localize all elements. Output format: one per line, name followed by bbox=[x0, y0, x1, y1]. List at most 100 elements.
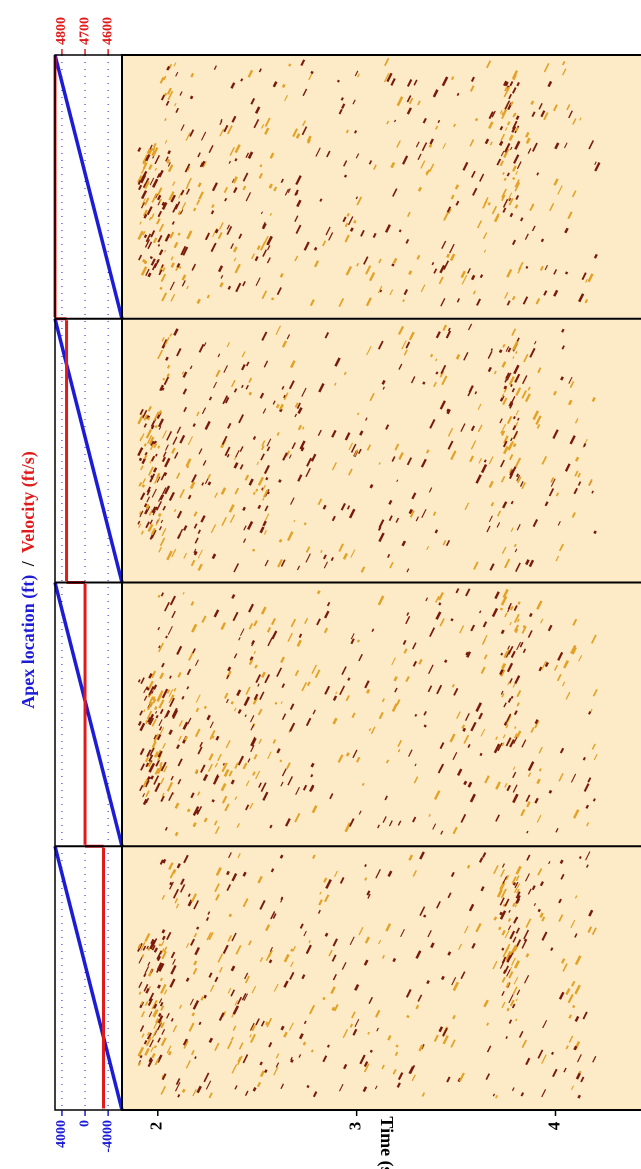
seismic-event bbox=[594, 531, 595, 534]
seismic-event bbox=[260, 165, 261, 167]
seismic-event bbox=[143, 485, 144, 487]
seismic-event bbox=[505, 386, 506, 389]
seismic-event bbox=[159, 1013, 161, 1016]
seismic-event bbox=[312, 1050, 313, 1052]
seismic-event bbox=[407, 1015, 408, 1017]
title-separator: / bbox=[18, 560, 38, 567]
seismic-event bbox=[165, 118, 166, 120]
seismic-event bbox=[193, 424, 194, 427]
seismic-event bbox=[318, 591, 320, 594]
seismic-event bbox=[229, 286, 231, 289]
seismic-event bbox=[514, 883, 515, 886]
seismic-event bbox=[358, 413, 359, 415]
seismic-event bbox=[268, 492, 269, 494]
x-tick-label: 3 bbox=[346, 1122, 365, 1131]
seismic-event bbox=[511, 384, 512, 386]
seismic-event bbox=[254, 492, 255, 494]
seismic-event bbox=[160, 287, 161, 289]
seismic-event bbox=[586, 805, 588, 808]
seismic-event bbox=[515, 544, 516, 547]
x-axis-label: Time (s) bbox=[376, 1116, 397, 1169]
seismic-event bbox=[550, 790, 551, 793]
seismic-event bbox=[213, 800, 214, 802]
seismic-event bbox=[507, 1008, 508, 1011]
seismic-event bbox=[243, 507, 245, 510]
seismic-event bbox=[260, 1062, 262, 1065]
seismic-event bbox=[566, 272, 567, 274]
seismic-event bbox=[143, 260, 144, 263]
seismic-event bbox=[518, 602, 519, 605]
seismic-event bbox=[232, 780, 234, 784]
seismic-event bbox=[516, 1019, 517, 1021]
seismic-event bbox=[279, 480, 280, 483]
seismic-event bbox=[512, 696, 513, 698]
apex-line bbox=[55, 583, 122, 847]
seismic-event bbox=[208, 295, 209, 298]
seismic-event bbox=[439, 603, 440, 605]
seismic-event bbox=[328, 1045, 329, 1047]
seismic-event bbox=[514, 416, 515, 418]
seismic-event bbox=[241, 79, 242, 81]
seismic-event bbox=[258, 505, 260, 508]
apex-line bbox=[55, 846, 122, 1110]
seismic-event bbox=[442, 976, 444, 979]
seismic-event bbox=[195, 1057, 196, 1059]
seismic-event bbox=[308, 139, 310, 143]
seismic-event bbox=[514, 444, 516, 447]
seismic-event bbox=[289, 64, 290, 66]
seismic-event bbox=[419, 187, 421, 191]
seismic-event bbox=[187, 466, 188, 468]
chart: Apex location (ft) / Velocity (ft/s) Tim… bbox=[0, 0, 641, 1169]
seismic-event bbox=[551, 948, 552, 951]
seismic-event bbox=[400, 230, 401, 232]
seismic-event bbox=[282, 1026, 284, 1030]
seismic-event bbox=[255, 665, 257, 668]
seismic-event bbox=[561, 860, 563, 863]
seismic-event bbox=[501, 653, 502, 655]
seismic-event bbox=[305, 523, 306, 525]
seismic-event bbox=[527, 954, 529, 957]
seismic-event bbox=[526, 266, 527, 268]
seismic-event bbox=[168, 151, 170, 154]
seismic-event bbox=[311, 774, 312, 776]
seismic-event bbox=[266, 478, 267, 480]
seismic-event bbox=[424, 915, 425, 917]
seismic-event bbox=[169, 1051, 171, 1054]
seismic-event bbox=[151, 257, 152, 259]
seismic-event bbox=[423, 382, 424, 384]
seismic-event bbox=[159, 514, 160, 517]
seismic-event bbox=[163, 930, 165, 933]
seismic-event bbox=[589, 712, 590, 715]
seismic-event bbox=[280, 760, 281, 762]
seismic-event bbox=[311, 71, 312, 73]
seismic-event bbox=[447, 254, 449, 257]
seismic-event bbox=[277, 404, 279, 408]
seismic-event bbox=[363, 783, 364, 785]
seismic-event bbox=[347, 753, 349, 756]
seismic-event bbox=[500, 912, 501, 915]
seismic-event bbox=[232, 702, 233, 705]
seismic-event bbox=[304, 1042, 305, 1045]
seismic-event bbox=[542, 239, 543, 242]
seismic-event bbox=[227, 871, 229, 874]
seismic-event bbox=[371, 1050, 372, 1052]
seismic-event bbox=[491, 349, 492, 351]
seismic-event bbox=[448, 952, 450, 955]
seismic-event bbox=[158, 244, 159, 246]
seismic-event bbox=[197, 927, 198, 929]
seismic-event bbox=[253, 549, 254, 551]
seismic-event bbox=[148, 948, 149, 950]
seismic-event bbox=[425, 725, 426, 727]
seismic-event bbox=[365, 864, 366, 866]
seismic-event bbox=[502, 948, 503, 950]
page: Apex location (ft) / Velocity (ft/s) Tim… bbox=[0, 0, 641, 1169]
seismic-event bbox=[302, 447, 304, 451]
seismic-event bbox=[283, 84, 284, 87]
seismic-event bbox=[500, 141, 502, 145]
x-tick-label: 4 bbox=[544, 1121, 563, 1130]
seismic-event bbox=[518, 418, 519, 420]
seismic-event bbox=[230, 914, 231, 917]
seismic-event bbox=[165, 473, 167, 476]
seismic-event bbox=[347, 213, 349, 216]
seismic-event bbox=[163, 378, 164, 380]
